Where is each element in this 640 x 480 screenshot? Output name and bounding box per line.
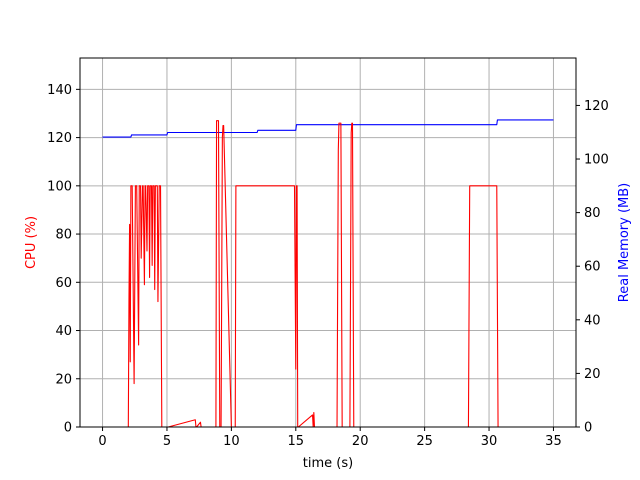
y-left-tick-label: 80 bbox=[55, 228, 72, 243]
y-right-tick-label: 100 bbox=[584, 153, 609, 168]
y-left-tick-label: 20 bbox=[55, 372, 72, 387]
x-tick-label: 35 bbox=[545, 434, 562, 449]
y-right-tick-label: 60 bbox=[584, 260, 601, 275]
x-tick-label: 5 bbox=[163, 434, 171, 449]
y-right-tick-label: 80 bbox=[584, 206, 601, 221]
y-axis-left-label: CPU (%) bbox=[24, 216, 39, 269]
memory-series bbox=[102, 119, 554, 138]
x-tick-label: 20 bbox=[352, 434, 369, 449]
plot-frame bbox=[79, 57, 577, 428]
y-left-tick-label: 40 bbox=[55, 324, 72, 339]
x-tick-label: 25 bbox=[416, 434, 433, 449]
y-right-tick-label: 20 bbox=[584, 367, 601, 382]
y-left-tick-label: 0 bbox=[64, 421, 72, 436]
y-left-tick-label: 140 bbox=[47, 83, 72, 98]
y-axis-right-label: Real Memory (MB) bbox=[617, 183, 632, 302]
y-left-tick-label: 120 bbox=[47, 131, 72, 146]
y-right-tick-label: 120 bbox=[584, 99, 609, 114]
x-tick-label: 10 bbox=[223, 434, 240, 449]
x-tick-label: 0 bbox=[98, 434, 106, 449]
y-right-tick-label: 40 bbox=[584, 313, 601, 328]
x-tick-label: 15 bbox=[288, 434, 305, 449]
memory-line bbox=[102, 119, 554, 138]
tick-marks: 0 5 10 15 20 25 30 35 0 20 40 60 80 100 120 140 0 20 40 60 8… bbox=[47, 83, 609, 449]
y-left-tick-label: 60 bbox=[55, 276, 72, 291]
y-left-tick-label: 100 bbox=[47, 179, 72, 194]
x-tick-label: 30 bbox=[481, 434, 498, 449]
x-axis-label: time (s) bbox=[303, 456, 353, 471]
y-right-tick-label: 0 bbox=[584, 421, 592, 436]
